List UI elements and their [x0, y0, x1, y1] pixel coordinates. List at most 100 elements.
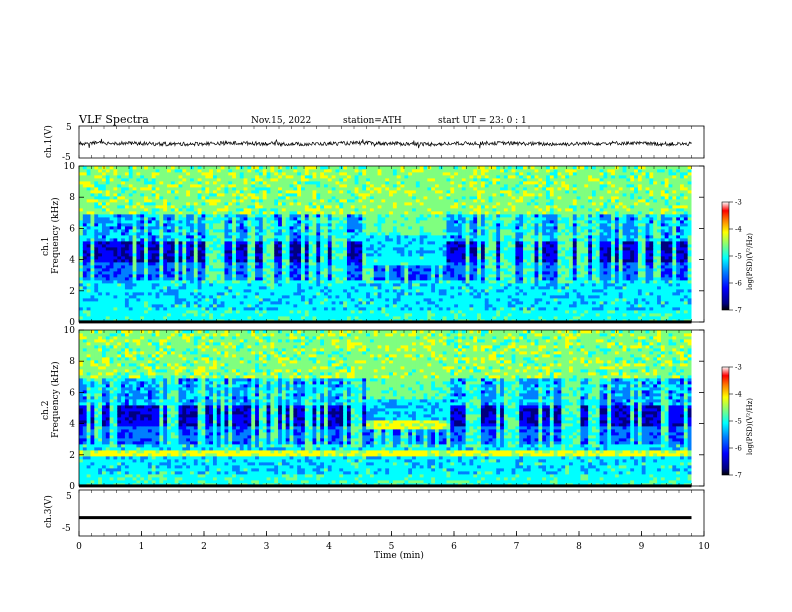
- spectrogram-cell: [167, 283, 172, 287]
- spectrogram-cell: [400, 229, 405, 233]
- spectrogram-cell: [419, 223, 424, 227]
- spectrogram-cell: [239, 244, 245, 248]
- spectrogram-cell: [109, 310, 114, 314]
- spectrogram-cell: [373, 292, 378, 296]
- spectrogram-cell: [182, 289, 187, 293]
- spectrogram-cell: [235, 223, 241, 227]
- spectrogram-cell: [373, 169, 378, 173]
- spectrogram-cell: [121, 187, 126, 191]
- spectrogram-cell: [170, 175, 176, 179]
- spectrogram-cell: [132, 196, 137, 200]
- spectrogram-cell: [400, 226, 405, 230]
- spectrogram-cell: [385, 220, 390, 224]
- spectrogram-cell: [377, 220, 382, 224]
- spectrogram-cell: [132, 202, 137, 206]
- spectrogram-cell: [270, 250, 275, 254]
- spectrogram-cell: [385, 184, 390, 188]
- spectrogram-cell: [232, 250, 237, 254]
- spectrogram-cell: [320, 295, 325, 299]
- spectrogram-cell: [358, 202, 363, 206]
- spectrogram-cell: [373, 289, 378, 293]
- spectrogram-cell: [423, 271, 428, 275]
- spectrogram-cell: [369, 244, 375, 248]
- spectrogram-cell: [90, 196, 95, 200]
- spectrogram-cell: [408, 256, 413, 260]
- spectrogram-cell: [278, 301, 283, 305]
- spectrogram-cell: [209, 289, 214, 293]
- spectrogram-cell: [415, 217, 421, 221]
- spectrogram-cell: [186, 307, 191, 311]
- spectrogram-cell: [362, 214, 367, 218]
- spectrogram-cell: [117, 259, 122, 263]
- spectrogram-cell: [404, 313, 409, 317]
- spectrogram-cell: [136, 196, 141, 200]
- spectrogram-cell: [435, 196, 440, 200]
- spectrogram-cell: [94, 277, 99, 281]
- spectrogram-cell: [224, 166, 229, 170]
- spectrogram-cell: [281, 313, 287, 317]
- spectrogram-cell: [190, 307, 195, 311]
- spectrogram-cell: [381, 202, 386, 206]
- spectrogram-cell: [385, 271, 390, 275]
- spectrogram-cell: [132, 217, 137, 221]
- spectrogram-cell: [389, 184, 394, 188]
- spectrogram-cell: [400, 247, 405, 251]
- spectrogram-cell: [385, 253, 390, 257]
- spectrogram-cell: [258, 253, 264, 257]
- spectrogram-cell: [144, 190, 149, 194]
- spectrogram-cell: [312, 250, 317, 254]
- spectrogram-cell: [140, 274, 145, 278]
- spectrogram-cell: [262, 238, 267, 242]
- spectrogram-cell: [239, 247, 245, 251]
- spectrogram-cell: [289, 223, 294, 227]
- spectrogram-cell: [247, 187, 252, 191]
- spectrogram-cell: [228, 304, 233, 308]
- spectrogram-cell: [113, 169, 118, 173]
- spectrogram-cell: [235, 166, 241, 170]
- spectrogram-cell: [301, 289, 306, 293]
- spectrogram-cell: [174, 298, 179, 302]
- spectrogram-cell: [358, 289, 363, 293]
- spectrogram-cell: [174, 217, 179, 221]
- spectrogram-cell: [316, 217, 321, 221]
- spectrogram-cell: [301, 268, 306, 272]
- spectrogram-cell: [320, 277, 325, 281]
- spectrogram-cell: [239, 313, 245, 317]
- spectrogram-cell: [331, 244, 336, 248]
- spectrogram-cell: [159, 295, 164, 299]
- spectrogram-cell: [105, 235, 111, 239]
- spectrogram-cell: [358, 292, 363, 296]
- spectrogram-cell: [354, 244, 359, 248]
- spectrogram-cell: [412, 184, 417, 188]
- spectrogram-cell: [79, 280, 84, 284]
- spectrogram-cell: [159, 265, 164, 269]
- spectrogram-cell: [385, 316, 390, 320]
- spectrogram-cell: [438, 169, 444, 173]
- spectrogram-cell: [147, 256, 153, 260]
- spectrogram-cell: [415, 256, 421, 260]
- spectrogram-cell: [170, 181, 176, 185]
- spectrogram-cell: [228, 274, 233, 278]
- spectrogram-cell: [304, 238, 310, 242]
- spectrogram-cell: [270, 214, 275, 218]
- spectrogram-cell: [369, 250, 375, 254]
- spectrogram-cell: [431, 226, 436, 230]
- spectrogram-cell: [396, 169, 401, 173]
- spectrogram-cell: [442, 274, 447, 278]
- spectrogram-cell: [419, 298, 424, 302]
- spectrogram-cell: [109, 196, 114, 200]
- spectrogram-cell: [94, 286, 99, 290]
- spectrogram-cell: [79, 262, 84, 266]
- spectrogram-cell: [132, 199, 137, 203]
- spectrogram-cell: [170, 226, 176, 230]
- spectrogram-cell: [285, 286, 290, 290]
- spectrogram-cell: [324, 226, 329, 230]
- spectrogram-cell: [98, 196, 103, 200]
- spectrogram-cell: [262, 274, 267, 278]
- spectrogram-cell: [109, 274, 114, 278]
- spectrogram-cell: [136, 181, 141, 185]
- spectrogram-cell: [327, 304, 333, 308]
- spectrogram-cell: [220, 244, 225, 248]
- spectrogram-cell: [419, 268, 424, 272]
- spectrogram-cell: [144, 265, 149, 269]
